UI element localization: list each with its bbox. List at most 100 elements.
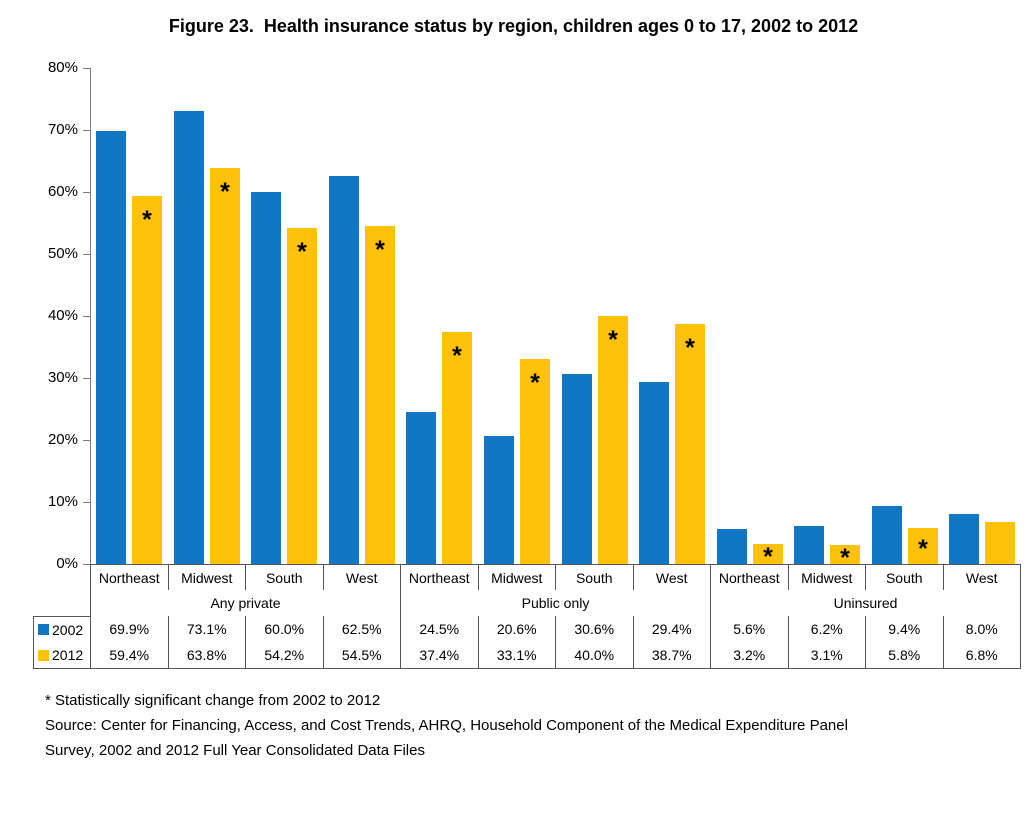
value-cell: 40.0% — [556, 642, 634, 669]
bar-2012-northeast — [442, 332, 472, 564]
region-header-cell: Northeast — [91, 564, 169, 591]
y-axis-tick-mark — [83, 378, 90, 379]
y-axis-tick-mark — [83, 192, 90, 193]
source-line-2: Survey, 2002 and 2012 Full Year Consolid… — [45, 742, 425, 759]
region-header-cell: Northeast — [401, 564, 479, 591]
bar-2012-south — [287, 228, 317, 564]
legend-swatch-2012 — [38, 649, 49, 661]
significance-asterisk: * — [452, 342, 462, 370]
significance-asterisk: * — [918, 535, 928, 563]
group-header-cell: Uninsured — [711, 590, 1021, 617]
bar-2012-south — [598, 316, 628, 564]
value-cell: 5.6% — [711, 616, 789, 643]
y-axis-tick-mark — [83, 68, 90, 69]
significance-asterisk: * — [608, 326, 618, 354]
significance-footnote: * Statistically significant change from … — [45, 692, 381, 709]
significance-asterisk: * — [763, 543, 773, 571]
value-cell: 33.1% — [478, 642, 556, 669]
y-axis-line — [90, 68, 91, 565]
legend-swatch-2002 — [38, 624, 49, 635]
legend-label: 2002 — [52, 621, 84, 638]
region-header-row: Northeast Midwest South West Northeast Midwes… — [90, 564, 1021, 591]
region-header-cell: Midwest — [788, 564, 866, 591]
value-cell: 5.8% — [866, 642, 944, 669]
y-axis-tick-mark — [83, 564, 90, 565]
significance-asterisk: * — [142, 206, 152, 234]
y-axis-tick-label: 30% — [47, 369, 78, 386]
bar-2002-west — [639, 382, 669, 564]
y-axis-tick-label: 50% — [47, 245, 78, 262]
value-cell: 20.6% — [478, 616, 556, 643]
bar-2002-south — [872, 506, 902, 564]
significance-asterisk: * — [375, 236, 385, 264]
value-cell: 62.5% — [323, 616, 401, 643]
value-cell: 29.4% — [633, 616, 711, 643]
series-data-row: 2002 69.9% 73.1% 60.0% 62.5% 24.5% 20.6% 30.6% 2… — [33, 616, 1021, 643]
value-cell: 63.8% — [168, 642, 246, 669]
value-cell: 3.1% — [788, 642, 866, 669]
bar-2002-south — [562, 374, 592, 564]
bar-2002-northeast — [406, 412, 436, 564]
value-cell: 8.0% — [943, 616, 1021, 643]
y-axis-tick-label: 60% — [47, 183, 78, 200]
y-axis-tick-mark — [83, 254, 90, 255]
region-header-cell: West — [633, 564, 711, 591]
value-cell: 6.8% — [943, 642, 1021, 669]
y-axis-tick-mark — [83, 440, 90, 441]
value-cell: 54.2% — [246, 642, 324, 669]
source-line-1: Source: Center for Financing, Access, an… — [45, 717, 848, 734]
y-axis-tick-label: 80% — [47, 59, 78, 76]
bar-2002-midwest — [794, 526, 824, 564]
region-header-cell: South — [866, 564, 944, 591]
region-header-cell: Northeast — [711, 564, 789, 591]
y-axis-tick-mark — [83, 502, 90, 503]
region-header-cell: South — [246, 564, 324, 591]
bar-2002-midwest — [174, 111, 204, 564]
legend-cell-2002: 2002 — [34, 616, 91, 643]
bar-2012-midwest — [830, 545, 860, 564]
y-axis-tick-label: 0% — [56, 555, 78, 572]
bar-2002-northeast — [717, 529, 747, 564]
group-header-cell: Any private — [91, 590, 401, 617]
region-header-cell: West — [323, 564, 401, 591]
value-cell: 6.2% — [788, 616, 866, 643]
legend-cell-2012: 2012 — [34, 642, 91, 669]
significance-asterisk: * — [297, 238, 307, 266]
region-header-cell: Midwest — [478, 564, 556, 591]
bar-2002-midwest — [484, 436, 514, 564]
value-cell: 24.5% — [401, 616, 479, 643]
legend-label: 2012 — [52, 647, 84, 663]
region-header-cell: West — [943, 564, 1021, 591]
value-cell: 54.5% — [323, 642, 401, 669]
value-cell: 73.1% — [168, 616, 246, 643]
value-cell: 60.0% — [246, 616, 324, 643]
significance-asterisk: * — [840, 543, 850, 572]
bar-2002-west — [329, 176, 359, 564]
significance-asterisk: * — [220, 178, 230, 206]
bar-2012-midwest — [520, 359, 550, 564]
significance-asterisk: * — [530, 369, 540, 397]
value-cell: 69.9% — [91, 616, 169, 643]
bar-2002-south — [251, 192, 281, 564]
region-header-cell: South — [556, 564, 634, 591]
group-header-row: Any private Public only Uninsured — [90, 590, 1021, 617]
significance-asterisk: * — [685, 334, 695, 362]
region-header-cell: Midwest — [168, 564, 246, 591]
series-data-row: 2012 59.4% 63.8% 54.2% 54.5% 37.4% 33.1% 40.0% 3… — [33, 642, 1021, 669]
y-axis-tick-mark — [83, 316, 90, 317]
footnotes: * Statistically significant change from … — [45, 688, 848, 763]
y-axis-tick-label: 20% — [47, 431, 78, 448]
bar-2012-midwest — [210, 168, 240, 564]
bar-2002-west — [949, 514, 979, 564]
value-cell: 30.6% — [556, 616, 634, 643]
value-cell: 3.2% — [711, 642, 789, 669]
y-axis-tick-label: 10% — [47, 493, 78, 510]
bar-2012-northeast — [753, 544, 783, 564]
y-axis-tick-mark — [83, 130, 90, 131]
value-cell: 37.4% — [401, 642, 479, 669]
bar-2012-west — [365, 226, 395, 564]
value-cell: 38.7% — [633, 642, 711, 669]
y-axis-tick-label: 40% — [47, 307, 78, 324]
value-cell: 59.4% — [91, 642, 169, 669]
